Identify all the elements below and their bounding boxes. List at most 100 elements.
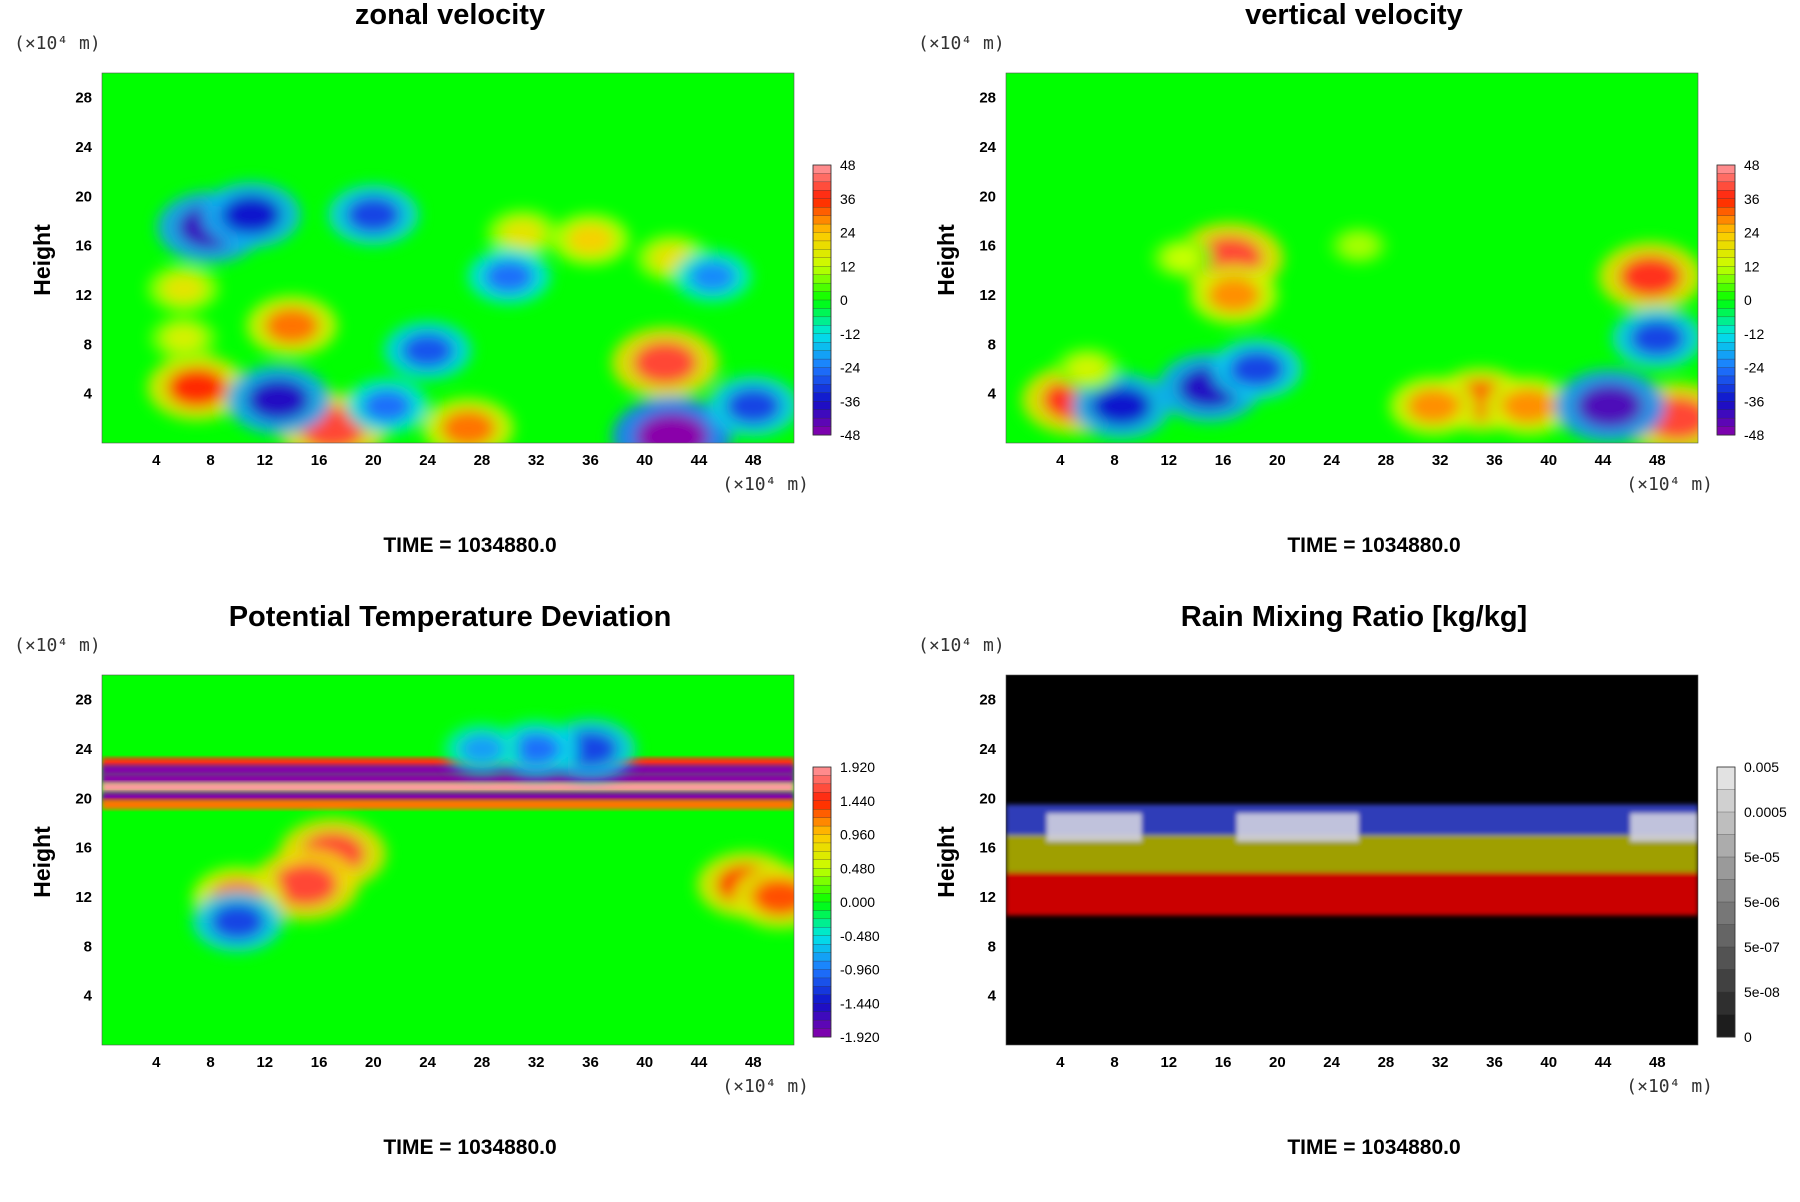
x-tick-label: 40 bbox=[636, 1054, 653, 1071]
x-axis-unit: (×10⁴ m) bbox=[722, 474, 809, 495]
y-tick-label: 20 bbox=[75, 188, 92, 205]
colorbar-segment bbox=[812, 910, 832, 920]
colorbar-tick-label: 0.005 bbox=[1744, 759, 1779, 775]
colorbar-tick-label: 0 bbox=[1744, 1029, 1752, 1045]
colorbar-segment bbox=[812, 232, 832, 242]
colorbar-tick-label: -0.480 bbox=[840, 928, 880, 944]
colorbar-segment bbox=[1716, 342, 1736, 352]
x-tick-label: 12 bbox=[1160, 1054, 1177, 1071]
colorbar-segment bbox=[1716, 316, 1736, 326]
colorbar-tick-label: 12 bbox=[840, 258, 856, 274]
x-tick-label: 8 bbox=[206, 452, 214, 469]
colorbar-segment bbox=[812, 969, 832, 979]
x-tick-label: 24 bbox=[419, 1054, 436, 1071]
colorbar-segment bbox=[812, 851, 832, 861]
x-tick-label: 12 bbox=[256, 452, 273, 469]
colorbar-segment bbox=[1716, 367, 1736, 377]
colorbar-segment bbox=[1716, 401, 1736, 411]
colorbar-segment bbox=[1716, 308, 1736, 318]
field-feature-core bbox=[401, 333, 454, 368]
rain-band bbox=[1006, 872, 1698, 916]
colorbar-tick-label: 1.920 bbox=[840, 759, 875, 775]
colorbar-segment bbox=[812, 257, 832, 267]
x-tick-label: 16 bbox=[1215, 1054, 1232, 1071]
colorbar-tick-label: 0.000 bbox=[840, 894, 875, 910]
colorbar-tick-label: 5e-06 bbox=[1744, 894, 1780, 910]
colorbar-segment bbox=[812, 884, 832, 895]
colorbar-segment bbox=[1716, 946, 1736, 970]
colorbar-tick-label: 5e-08 bbox=[1744, 984, 1780, 1000]
colorbar-segment bbox=[812, 1003, 832, 1013]
field-feature-core bbox=[501, 219, 545, 248]
x-tick-label: 8 bbox=[206, 1054, 214, 1071]
y-tick-label: 8 bbox=[988, 938, 996, 955]
chart-title: Rain Mixing Ratio [kg/kg] bbox=[1181, 602, 1527, 633]
chart-svg: Potential Temperature Deviation (×10⁴ m) H… bbox=[14, 602, 880, 1159]
colorbar-segment bbox=[1716, 409, 1736, 419]
x-tick-label: 4 bbox=[1056, 452, 1065, 469]
colorbar-segment bbox=[812, 825, 832, 835]
rain-mixing-ratio-panel: Rain Mixing Ratio [kg/kg] (×10⁴ m) Height 4… bbox=[904, 602, 1800, 1202]
colorbar-tick-label: -36 bbox=[1744, 393, 1764, 409]
colorbar-segment bbox=[1716, 1014, 1736, 1038]
colorbar-segment bbox=[812, 927, 832, 937]
colorbar-tick-label: -48 bbox=[1744, 427, 1764, 443]
colorbar-segment bbox=[812, 401, 832, 411]
x-axis-unit: (×10⁴ m) bbox=[722, 1076, 809, 1097]
rain-band bbox=[1046, 813, 1142, 842]
x-tick-label: 32 bbox=[528, 452, 545, 469]
colorbar-segment bbox=[812, 215, 832, 225]
colorbar-segment bbox=[1716, 325, 1736, 335]
colorbar-segment bbox=[1716, 274, 1736, 284]
vertical-velocity-panel: vertical velocity (×10⁴ m) Height 4 8 12 16 20 2… bbox=[904, 0, 1800, 600]
colorbar-segment bbox=[1716, 266, 1736, 276]
colorbar-segment bbox=[812, 291, 832, 301]
y-tick-label: 24 bbox=[75, 139, 92, 156]
y-tick-label: 20 bbox=[979, 188, 996, 205]
colorbar-tick-label: 36 bbox=[1744, 191, 1760, 207]
x-tick-label: 44 bbox=[691, 452, 708, 469]
colorbar-segment bbox=[1716, 766, 1736, 790]
field-feature-core bbox=[273, 863, 338, 907]
colorbar-segment bbox=[812, 1011, 832, 1021]
colorbar-segment bbox=[812, 164, 832, 174]
colorbar: 1.920 1.440 0.960 0.480 0.000 -0.480 -0.960 -1.… bbox=[812, 759, 880, 1045]
colorbar-segment bbox=[812, 834, 832, 844]
colorbar-segment bbox=[812, 308, 832, 318]
colorbar-segment bbox=[812, 417, 832, 428]
x-tick-label: 28 bbox=[1378, 452, 1395, 469]
colorbar-segment bbox=[1716, 901, 1736, 925]
y-axis-unit: (×10⁴ m) bbox=[918, 33, 1005, 54]
y-axis-label: Height bbox=[933, 826, 959, 898]
field-feature-core bbox=[167, 367, 227, 408]
colorbar-tick-label: -0.960 bbox=[840, 962, 880, 978]
colorbar-tick-label: -12 bbox=[1744, 326, 1764, 342]
y-tick-label: 12 bbox=[979, 287, 996, 304]
colorbar-segment bbox=[1716, 181, 1736, 191]
y-axis-label: Height bbox=[29, 224, 55, 296]
y-tick-label: 4 bbox=[84, 988, 93, 1005]
x-tick-label: 8 bbox=[1110, 452, 1118, 469]
colorbar-segment bbox=[1716, 223, 1736, 233]
time-label: TIME = 1034880.0 bbox=[1287, 534, 1460, 557]
y-tick-label: 28 bbox=[75, 692, 92, 709]
field-feature-core bbox=[635, 412, 708, 443]
colorbar-segment bbox=[812, 358, 832, 368]
x-tick-label: 20 bbox=[365, 452, 382, 469]
colorbar-segment bbox=[812, 766, 832, 776]
colorbar-segment bbox=[812, 842, 832, 852]
stratified-layer bbox=[102, 764, 794, 775]
colorbar-segment bbox=[812, 986, 832, 996]
colorbar-tick-label: 36 bbox=[840, 191, 856, 207]
colorbar-segment bbox=[812, 859, 832, 869]
colorbar-segment bbox=[812, 223, 832, 233]
x-tick-label: 20 bbox=[365, 1054, 382, 1071]
field-feature-core bbox=[441, 410, 496, 443]
colorbar-segment bbox=[812, 426, 832, 436]
y-axis-unit: (×10⁴ m) bbox=[14, 33, 101, 54]
colorbar-tick-label: 48 bbox=[1744, 157, 1760, 173]
colorbar-tick-label: 24 bbox=[840, 225, 856, 241]
y-tick-label: 24 bbox=[75, 741, 92, 758]
x-tick-label: 44 bbox=[691, 1054, 708, 1071]
